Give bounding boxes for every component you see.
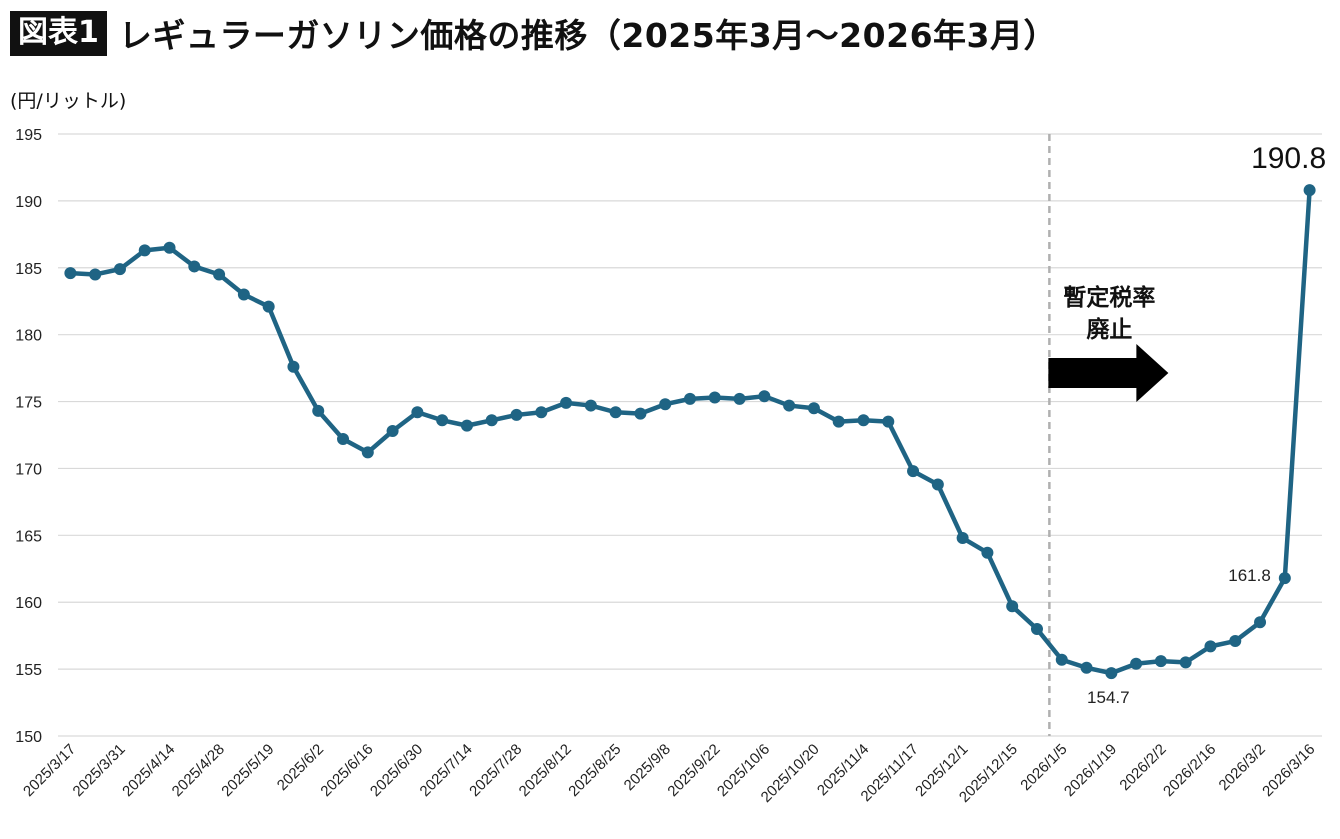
data-point (485, 414, 498, 427)
data-point (1179, 656, 1192, 669)
title-row: 図表1 レギュラーガソリン価格の推移（2025年3月〜2026年3月） (10, 8, 1057, 58)
x-tick-label: 2025/7/14 (417, 741, 476, 800)
y-tick-label: 165 (15, 528, 42, 545)
x-tick-label: 2025/6/30 (367, 741, 426, 800)
data-point (783, 399, 796, 412)
data-label: 161.8 (1228, 566, 1271, 585)
x-tick-label: 2025/3/31 (70, 741, 129, 800)
x-tick-label: 2026/3/16 (1259, 741, 1318, 800)
data-point (1254, 616, 1267, 629)
data-point (287, 360, 300, 373)
annotation-line-2: 廃止 (1086, 316, 1132, 343)
data-point (609, 406, 622, 419)
data-point (64, 267, 77, 280)
data-point (733, 392, 746, 405)
data-point (163, 241, 176, 254)
y-axis-ticks: 150 155 160 165 170 175 180 185 190 195 (15, 127, 42, 746)
data-point (1278, 572, 1291, 585)
x-tick-label: 2025/8/25 (565, 741, 624, 800)
y-tick-label: 160 (15, 595, 42, 612)
data-point (956, 532, 969, 545)
data-point (708, 391, 721, 404)
data-point (758, 390, 771, 403)
data-point (1105, 667, 1118, 680)
y-tick-label: 175 (15, 395, 42, 412)
data-point (89, 268, 102, 281)
data-label: 154.7 (1087, 688, 1130, 707)
y-tick-label: 155 (15, 662, 42, 679)
data-point (510, 408, 523, 421)
y-tick-label: 150 (15, 729, 42, 746)
data-point (684, 392, 696, 405)
data-point (857, 414, 870, 427)
annotation: 暫定税率 廃止 (1048, 284, 1169, 402)
series-line (64, 184, 1316, 680)
arrow-right-icon (1048, 344, 1169, 402)
x-tick-label: 2025/5/19 (218, 741, 277, 800)
data-point (1055, 653, 1068, 666)
data-point (560, 396, 573, 409)
gridlines (58, 133, 1322, 737)
y-tick-label: 190 (15, 194, 42, 211)
data-point (1030, 622, 1043, 635)
data-point (1080, 661, 1093, 674)
data-point (1006, 600, 1019, 613)
data-point (931, 478, 944, 491)
y-tick-label: 180 (15, 328, 42, 345)
data-point (262, 300, 275, 313)
data-point (312, 404, 325, 417)
data-point (1130, 657, 1143, 670)
figure-badge: 図表1 (10, 10, 107, 56)
data-point (213, 268, 226, 281)
data-point (659, 398, 672, 411)
x-tick-label: 2025/3/17 (20, 741, 79, 800)
y-tick-label: 195 (15, 127, 42, 144)
data-point (981, 546, 994, 559)
data-point (535, 406, 548, 419)
data-point (907, 465, 920, 478)
data-point (1154, 655, 1167, 668)
x-tick-label: 2025/8/12 (516, 741, 575, 800)
data-point (436, 414, 449, 427)
data-point (1303, 184, 1316, 197)
data-point (361, 446, 374, 459)
data-point (584, 399, 597, 412)
data-point (386, 424, 399, 437)
data-point (237, 288, 250, 301)
data-point (411, 406, 424, 419)
data-point (460, 419, 473, 432)
x-tick-label: 2026/1/19 (1061, 741, 1120, 800)
data-point (138, 244, 151, 257)
x-tick-label: 2025/6/16 (317, 741, 376, 800)
data-point (188, 260, 201, 273)
chart-title: レギュラーガソリン価格の推移（2025年3月〜2026年3月） (118, 16, 1057, 55)
data-point (832, 415, 845, 428)
x-tick-label: 2025/7/28 (466, 741, 525, 800)
data-label: 190.8 (1251, 142, 1326, 175)
y-axis-unit-label: (円/リットル) (10, 90, 127, 112)
annotation-line-1: 暫定税率 (1063, 284, 1155, 311)
data-point (634, 407, 647, 420)
data-point (1204, 640, 1217, 653)
data-point (113, 263, 126, 276)
y-tick-label: 185 (15, 261, 42, 278)
series-path (70, 190, 1312, 676)
y-tick-label: 170 (15, 461, 42, 478)
data-labels: 154.7 161.8 190.8 (1087, 142, 1326, 707)
data-point (1229, 635, 1242, 648)
data-point (337, 433, 350, 446)
x-tick-label: 2025/4/28 (169, 741, 228, 800)
data-point (807, 402, 820, 415)
x-tick-label: 2026/2/16 (1160, 741, 1219, 800)
x-axis-ticks: 2025/3/172025/3/312025/4/142025/4/282025… (20, 741, 1318, 806)
x-tick-label: 2025/9/22 (664, 741, 723, 800)
x-tick-label: 2025/4/14 (119, 741, 178, 800)
data-point (882, 415, 895, 428)
